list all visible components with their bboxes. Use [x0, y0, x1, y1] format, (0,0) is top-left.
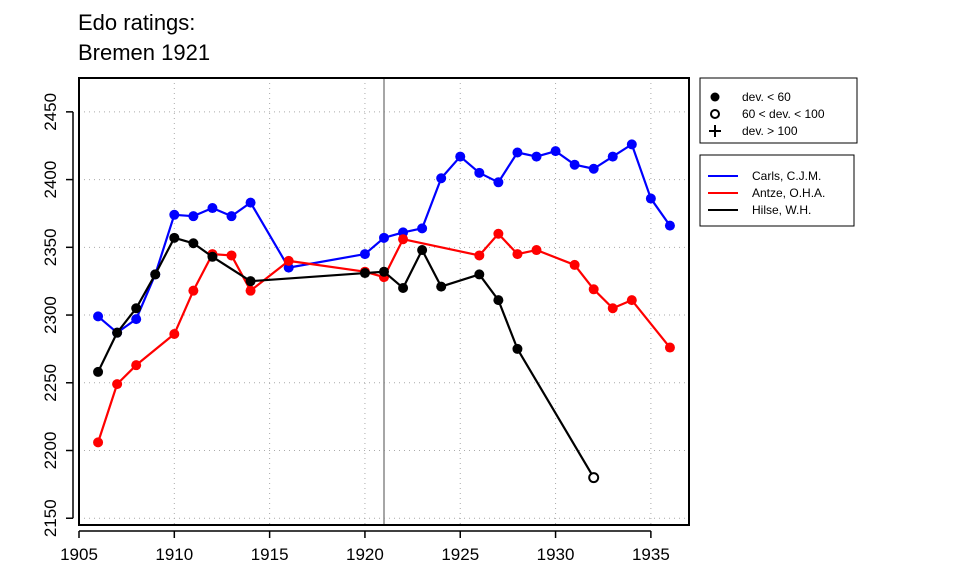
series-1 [93, 228, 675, 448]
data-point [245, 197, 256, 208]
x-tick-label: 1915 [251, 545, 289, 564]
legend-series-label: Carls, C.J.M. [752, 169, 821, 183]
data-point [569, 259, 580, 270]
data-point [188, 211, 199, 222]
data-point [455, 151, 466, 162]
series-legend: Carls, C.J.M. Antze, O.H.A. Hilse, W.H. [699, 154, 855, 227]
chart-title: Edo ratings: Bremen 1921 [78, 8, 210, 68]
data-point [283, 255, 294, 266]
data-point [645, 193, 656, 204]
data-point [512, 249, 523, 260]
data-point [607, 151, 618, 162]
data-point [207, 203, 218, 214]
data-point [169, 329, 180, 340]
data-point [664, 342, 675, 353]
x-tick-label: 1920 [346, 545, 384, 564]
legend-filled-circle [710, 92, 720, 102]
data-point [131, 314, 142, 325]
data-point [550, 146, 561, 157]
data-point [379, 266, 389, 277]
data-point [436, 173, 447, 184]
data-point [626, 139, 637, 150]
data-point [588, 284, 599, 295]
data-point [588, 163, 599, 174]
data-point [398, 234, 409, 245]
data-point [493, 295, 504, 306]
y-tick-label: 2350 [41, 228, 60, 266]
data-point [626, 295, 637, 306]
x-tick-label: 1910 [155, 545, 193, 564]
data-point [664, 220, 675, 231]
y-tick-label: 2300 [41, 296, 60, 334]
data-point [245, 285, 256, 296]
y-tick-label: 2400 [41, 161, 60, 199]
data-point [359, 268, 370, 279]
series-line [97, 236, 595, 479]
x-tick-label: 1935 [632, 545, 670, 564]
data-point [474, 269, 485, 280]
marker-legend-box [699, 77, 858, 144]
data-point [226, 211, 237, 222]
legend-series-label: Antze, O.H.A. [752, 186, 825, 200]
data-point [607, 303, 618, 314]
data-point [93, 311, 104, 322]
data-point [379, 232, 389, 243]
data-point [131, 360, 142, 371]
data-point [493, 228, 504, 239]
axes: 1905 1910 1915 1920 1925 1930 1935 2150 2200 2250… [41, 93, 670, 564]
data-point [226, 250, 237, 261]
marker-legend-label: 60 < dev. < 100 [742, 107, 825, 121]
x-tick-label: 1925 [441, 545, 479, 564]
data-point [93, 437, 104, 448]
data-point [531, 151, 542, 162]
data-point [93, 366, 104, 377]
data-point [150, 269, 161, 280]
x-tick-label: 1930 [537, 545, 575, 564]
data-point [131, 303, 142, 314]
data-point [569, 159, 580, 170]
marker-legend-label: dev. < 60 [742, 90, 791, 104]
chart-title-line-2: Bremen 1921 [78, 40, 211, 65]
data-point [417, 245, 428, 256]
data-point [188, 285, 199, 296]
data-point [512, 343, 523, 354]
data-point [474, 250, 485, 261]
data-point [207, 251, 218, 262]
legend-series-label: Hilse, W.H. [752, 203, 811, 217]
y-tick-label: 2200 [41, 432, 60, 470]
legend-open-circle [710, 109, 720, 119]
data-point [417, 223, 428, 234]
marker-legend: dev. < 60 60 < dev. < 100 dev. > 100 [699, 77, 858, 144]
data-point [512, 147, 523, 158]
data-point [398, 282, 409, 293]
series-2 [93, 232, 600, 484]
data-point [188, 238, 199, 249]
y-tick-label: 2450 [41, 93, 60, 131]
data-point [474, 167, 485, 178]
data-point [493, 177, 504, 188]
data-point [112, 379, 123, 390]
series-layer [93, 139, 675, 484]
data-point [436, 281, 447, 292]
data-point [359, 249, 370, 260]
y-tick-label: 2150 [41, 499, 60, 537]
data-point [531, 245, 542, 256]
series-legend-box [699, 154, 855, 227]
data-point [112, 327, 123, 338]
x-tick-label: 1905 [60, 545, 98, 564]
y-tick-label: 2250 [41, 364, 60, 402]
data-point-open [588, 472, 600, 484]
data-point [245, 276, 256, 287]
marker-legend-label: dev. > 100 [742, 124, 798, 138]
data-point [169, 209, 180, 220]
data-point [169, 232, 180, 243]
chart-title-line-1: Edo ratings: [78, 10, 196, 35]
plot-frame [78, 77, 690, 526]
